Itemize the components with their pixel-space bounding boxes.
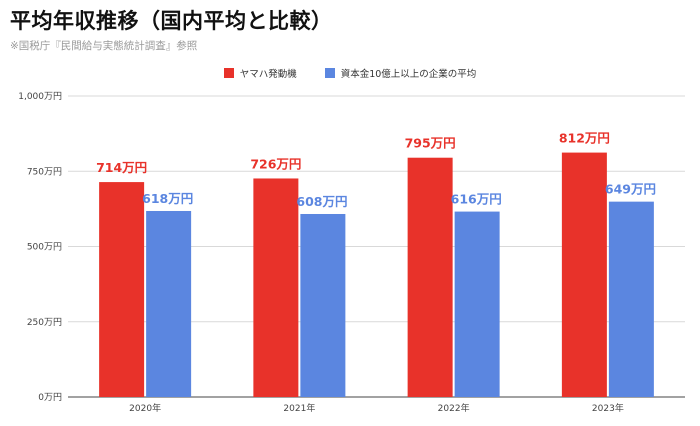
x-tick-label: 2020年 (129, 402, 161, 414)
y-tick-label: 250万円 (27, 317, 62, 328)
x-tick-label: 2022年 (438, 402, 470, 414)
chart-legend: ヤマハ発動機 資本金10億上以上の企業の平均 (0, 66, 700, 80)
bar-series-1 (407, 157, 453, 397)
legend-item-yamaha: ヤマハ発動機 (223, 66, 297, 80)
bar-series-2 (608, 201, 654, 397)
legend-label-yamaha: ヤマハ発動機 (239, 69, 297, 80)
legend-swatch-average (324, 68, 335, 78)
data-label-series-1: 812万円 (559, 131, 610, 146)
data-label-series-2: 649万円 (605, 182, 656, 197)
x-tick-label: 2021年 (283, 402, 315, 414)
data-label-series-1: 714万円 (96, 160, 147, 175)
data-label-series-2: 618万円 (142, 191, 193, 206)
bar-series-2 (454, 211, 500, 397)
legend-swatch-yamaha (223, 68, 234, 78)
bar-series-1 (99, 182, 145, 397)
data-label-series-1: 726万円 (250, 156, 301, 171)
data-label-series-1: 795万円 (405, 136, 456, 151)
bar-series-1 (561, 152, 607, 397)
chart-title: 平均年収推移（国内平均と比較） (10, 9, 333, 33)
bar-series-2 (146, 210, 192, 397)
data-label-series-2: 608万円 (296, 194, 347, 209)
bar-series-1 (253, 178, 299, 397)
legend-item-average: 資本金10億上以上の企業の平均 (324, 66, 477, 80)
x-tick-label: 2023年 (592, 402, 624, 414)
y-tick-label: 0万円 (38, 392, 62, 403)
y-tick-label: 1,000万円 (18, 91, 62, 102)
bar-series-2 (300, 213, 346, 397)
source-note: ※国税庁『民間給与実態統計調査』参照 (10, 40, 198, 52)
legend-label-average: 資本金10億上以上の企業の平均 (340, 69, 477, 80)
data-label-series-2: 616万円 (451, 192, 502, 207)
y-tick-label: 500万円 (27, 242, 62, 253)
y-tick-label: 750万円 (27, 166, 62, 177)
